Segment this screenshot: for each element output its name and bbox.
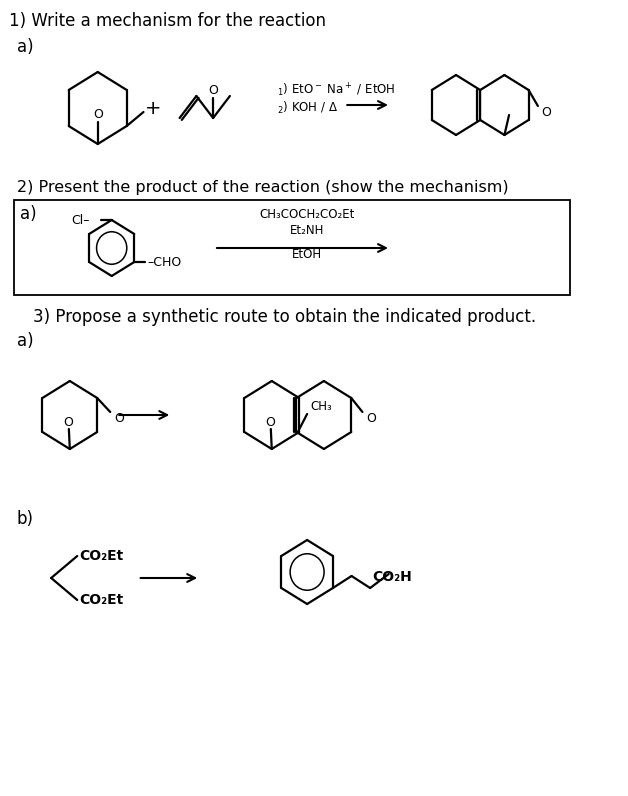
Text: 2) Present the product of the reaction (show the mechanism): 2) Present the product of the reaction (… xyxy=(17,180,509,195)
Text: O: O xyxy=(208,84,218,96)
Text: a): a) xyxy=(17,332,33,350)
Text: CH₃: CH₃ xyxy=(311,400,333,413)
Text: O: O xyxy=(93,108,102,122)
Text: CH₃COCH₂CO₂Et: CH₃COCH₂CO₂Et xyxy=(259,209,355,221)
Text: O: O xyxy=(63,416,73,428)
Text: EtOH: EtOH xyxy=(292,248,322,262)
Text: CO₂H: CO₂H xyxy=(372,570,412,584)
Text: $_1$) EtO$^-$ Na$^+$ / EtOH: $_1$) EtO$^-$ Na$^+$ / EtOH xyxy=(278,81,396,99)
Text: $_2$) KOH / $\Delta$: $_2$) KOH / $\Delta$ xyxy=(278,100,338,116)
Text: +: + xyxy=(145,99,162,118)
Text: O: O xyxy=(265,416,275,428)
Text: 3) Propose a synthetic route to obtain the indicated product.: 3) Propose a synthetic route to obtain t… xyxy=(33,308,536,326)
Text: a): a) xyxy=(17,38,33,56)
Text: O: O xyxy=(366,412,376,424)
Bar xyxy=(14,200,570,295)
Text: O: O xyxy=(114,412,124,424)
Text: b): b) xyxy=(17,510,34,528)
Text: –CHO: –CHO xyxy=(148,256,181,268)
Text: a): a) xyxy=(21,205,37,223)
Text: CO₂Et: CO₂Et xyxy=(79,549,123,563)
Text: Et₂NH: Et₂NH xyxy=(290,224,324,236)
Text: O: O xyxy=(541,106,551,119)
Text: 1) Write a mechanism for the reaction: 1) Write a mechanism for the reaction xyxy=(9,12,327,30)
Text: Cl–: Cl– xyxy=(71,213,89,227)
Text: CO₂Et: CO₂Et xyxy=(79,593,123,607)
